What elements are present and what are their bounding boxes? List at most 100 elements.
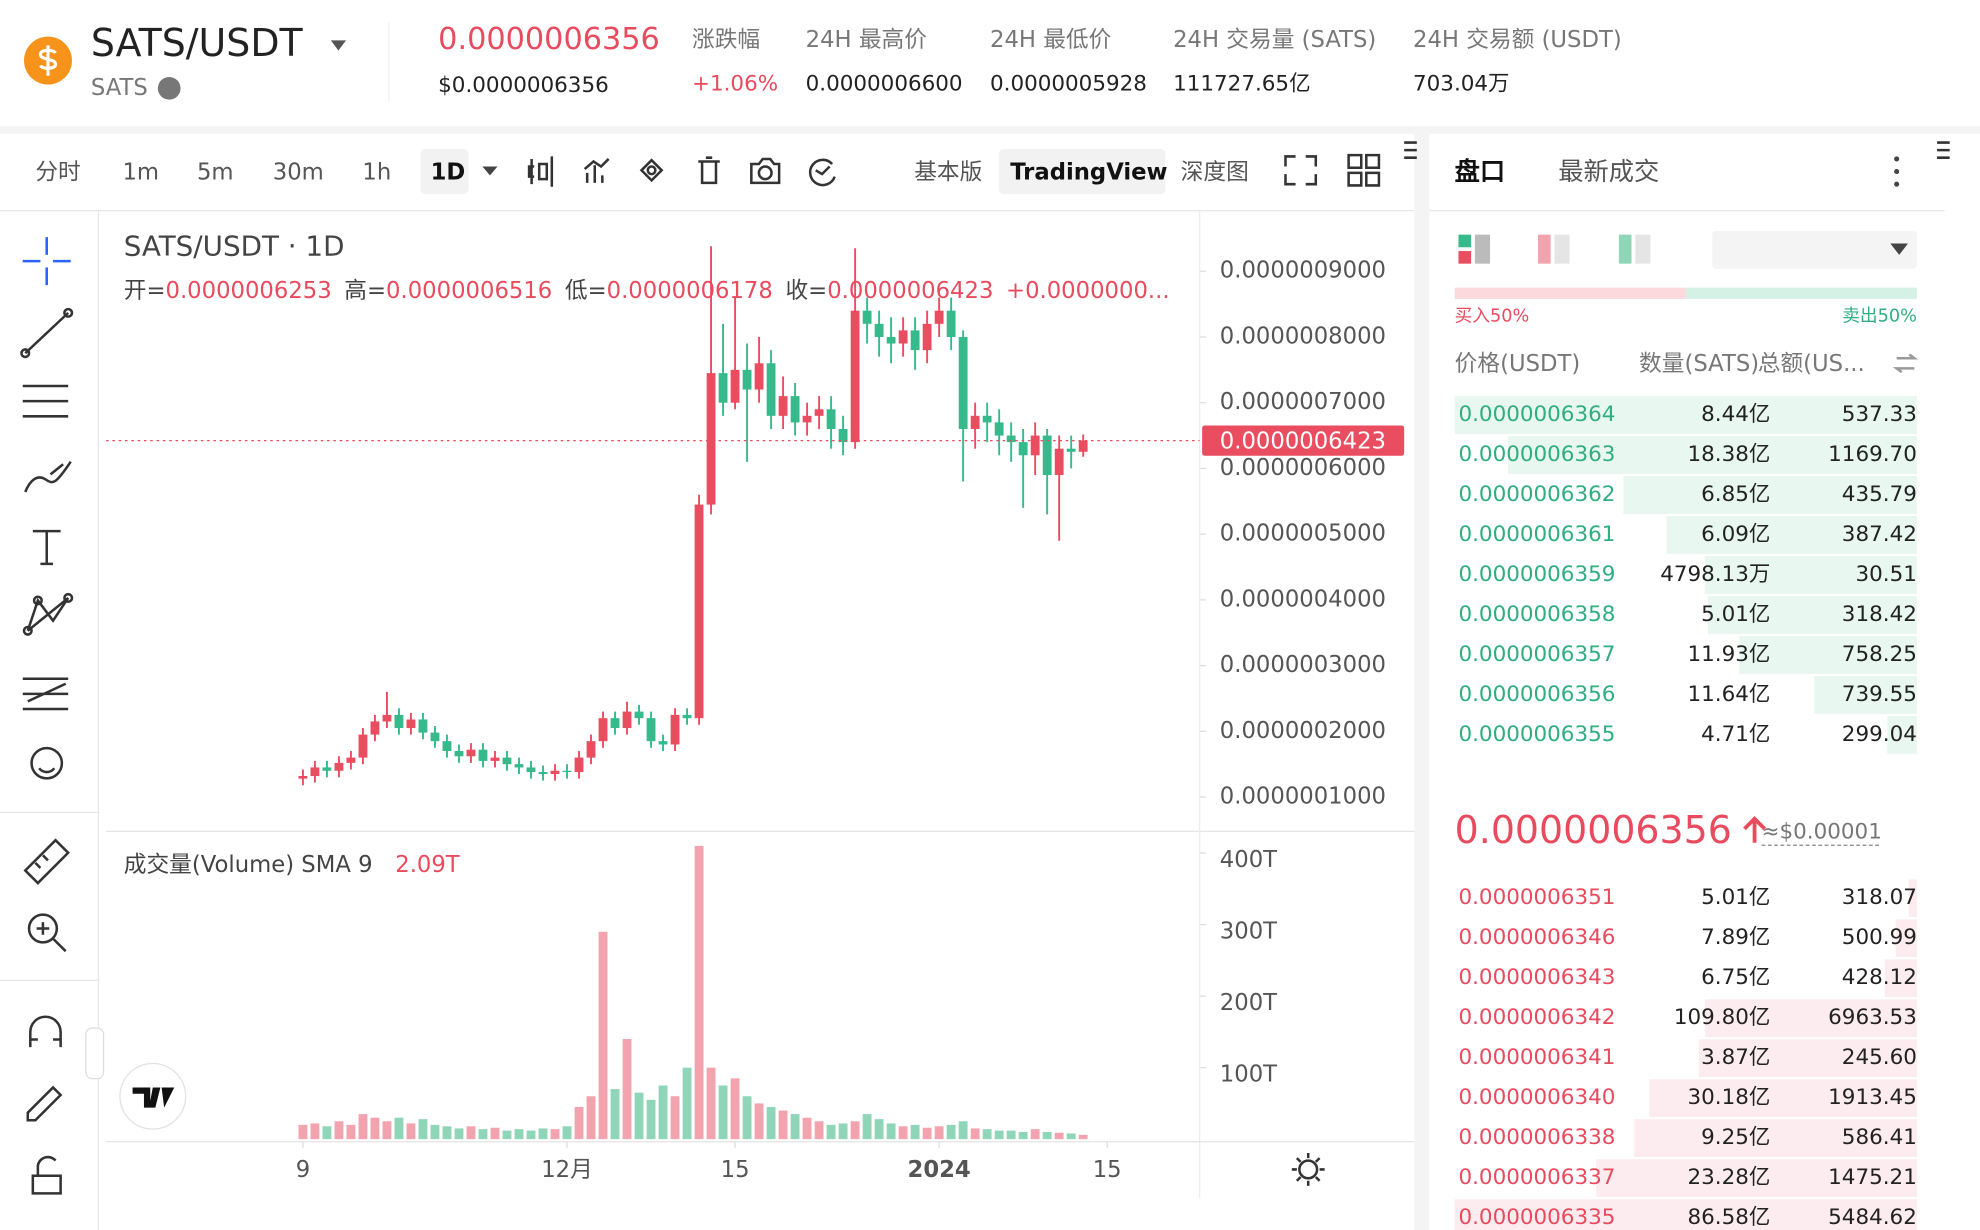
drawing-tools[interactable] [20, 237, 74, 1195]
collapse-handle[interactable] [85, 1027, 105, 1080]
book-price[interactable]: 0.0000006357 [1458, 642, 1615, 667]
y-tick-label: 0.0000003000 [1220, 652, 1386, 678]
candle-body [526, 767, 536, 773]
volume-bar [826, 1124, 836, 1140]
change-value: +0.0000000... [1006, 278, 1170, 304]
volume-bar [814, 1121, 824, 1140]
view-tab[interactable]: 深度图 [1181, 159, 1249, 185]
book-total: 428.12 [1842, 965, 1917, 990]
book-tab[interactable]: 盘口 [1455, 157, 1506, 186]
book-price[interactable]: 0.0000006343 [1458, 965, 1615, 990]
stat-value: 111727.65亿 [1173, 72, 1310, 97]
book-price[interactable]: 0.0000006335 [1458, 1205, 1615, 1230]
swap-icon[interactable] [1892, 353, 1919, 374]
y-tick-label: 0.0000007000 [1220, 389, 1386, 415]
book-price[interactable]: 0.0000006338 [1458, 1125, 1615, 1150]
candle-body [610, 718, 620, 729]
book-view-toggles[interactable] [1458, 234, 1651, 264]
volume-bar [382, 1121, 392, 1140]
interval-tab[interactable]: 1m [122, 159, 159, 185]
symbol[interactable]: SATS/USDT [91, 21, 304, 65]
dropdown-icon[interactable] [330, 40, 346, 51]
book-price[interactable]: 0.0000006341 [1458, 1045, 1615, 1070]
candle-body [1006, 435, 1016, 443]
active-view-bg [998, 148, 1166, 195]
candle-body [538, 772, 548, 775]
book-price[interactable]: 0.0000006351 [1458, 885, 1615, 910]
candle-body [994, 422, 1004, 436]
volume-bar [874, 1119, 884, 1140]
base-asset: SATS [91, 75, 148, 101]
stat-value: 0.0000005928 [990, 72, 1147, 97]
book-price[interactable]: 0.0000006355 [1458, 722, 1615, 747]
depth-bar [1704, 556, 1917, 594]
book-price[interactable]: 0.0000006346 [1458, 925, 1615, 950]
candle-body [598, 718, 608, 742]
volume-legend: 成交量(Volume) SMA 9 [124, 852, 373, 878]
volume-bar [514, 1129, 524, 1140]
settings-icon[interactable] [1291, 1153, 1325, 1186]
ohlc-value: 0.0000006423 [827, 278, 993, 304]
volume-bar [1078, 1134, 1088, 1140]
toolbar-icons[interactable] [527, 141, 1950, 187]
dropdown-icon[interactable] [482, 166, 498, 176]
info-icon[interactable] [157, 76, 181, 100]
candle-body [910, 330, 920, 351]
book-price[interactable]: 0.0000006340 [1458, 1085, 1615, 1110]
book-price[interactable]: 0.0000006361 [1458, 522, 1615, 547]
volume-bar [298, 1124, 308, 1140]
book-price[interactable]: 0.0000006362 [1458, 482, 1615, 507]
book-price[interactable]: 0.0000006364 [1458, 402, 1615, 427]
volume-bar [898, 1126, 908, 1140]
volume-bar [454, 1128, 464, 1140]
ohlc-label: 收= [785, 278, 827, 304]
dropdown-icon[interactable] [1890, 243, 1909, 255]
book-tab[interactable]: 最新成交 [1558, 157, 1659, 186]
book-total: 1169.70 [1828, 442, 1917, 467]
interval-tab[interactable]: 1D [431, 159, 466, 185]
candle-body [790, 396, 800, 423]
book-price[interactable]: 0.0000006342 [1458, 1005, 1615, 1030]
candle-body [730, 369, 740, 403]
precision-select[interactable] [1712, 230, 1917, 269]
volume-bar [430, 1124, 440, 1140]
book-total: 586.41 [1842, 1125, 1917, 1150]
candle-body [334, 762, 344, 771]
candle-body [550, 770, 560, 775]
book-price[interactable]: 0.0000006356 [1458, 682, 1615, 707]
more-icon[interactable] [1894, 169, 1900, 175]
book-amount: 6.75亿 [1701, 965, 1770, 990]
more-icon[interactable] [1894, 156, 1900, 162]
tv-logo[interactable] [132, 1087, 175, 1108]
view-tab[interactable]: TradingView [1010, 159, 1167, 185]
book-price[interactable]: 0.0000006363 [1458, 442, 1615, 467]
ohlc-label: 开= [124, 278, 166, 304]
volume-bar [910, 1124, 920, 1140]
depth-bar [1698, 1039, 1917, 1078]
volume-bar [682, 1067, 692, 1140]
book-price[interactable]: 0.0000006358 [1458, 602, 1615, 627]
interval-tab[interactable]: 分时 [35, 159, 80, 185]
y2-tick-label: 200T [1220, 990, 1277, 1016]
book-price[interactable]: 0.0000006359 [1458, 562, 1615, 587]
more-icon[interactable] [1894, 181, 1900, 187]
depth-bar [1634, 1119, 1917, 1158]
depth-bar [1666, 516, 1917, 554]
view-tab[interactable]: 基本版 [914, 159, 982, 185]
candle-body [742, 369, 752, 390]
interval-tab[interactable]: 5m [197, 159, 234, 185]
interval-tab[interactable]: 1h [362, 159, 391, 185]
y-tick-label: 0.0000005000 [1220, 521, 1386, 547]
book-total: 387.42 [1842, 522, 1917, 547]
depth-bar [1507, 436, 1917, 474]
candle-body [310, 767, 320, 777]
book-total: 435.79 [1842, 482, 1917, 507]
interval-tab[interactable]: 30m [273, 159, 324, 185]
volume-bar [358, 1114, 368, 1140]
stat-label: 24H 最低价 [990, 27, 1112, 53]
book-price[interactable]: 0.0000006337 [1458, 1165, 1615, 1190]
settings-icon[interactable] [1298, 1159, 1319, 1180]
x-tick-label: 15 [1093, 1157, 1122, 1183]
volume-bar [1030, 1129, 1040, 1140]
